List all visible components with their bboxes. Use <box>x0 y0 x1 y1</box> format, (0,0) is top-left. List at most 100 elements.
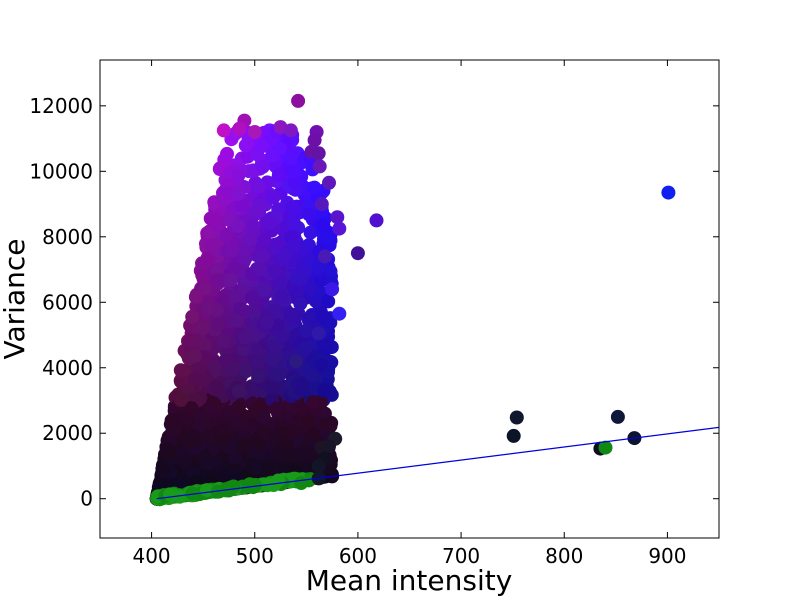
data-point <box>610 409 625 424</box>
data-point <box>330 210 345 225</box>
data-point <box>203 401 218 416</box>
data-points-layer <box>149 93 676 507</box>
data-point <box>306 426 321 441</box>
x-tick-label: 500 <box>236 544 274 568</box>
y-tick-label: 4000 <box>42 356 93 380</box>
data-point <box>265 148 280 163</box>
data-point <box>236 243 251 257</box>
data-point <box>209 380 224 395</box>
data-point <box>187 349 202 364</box>
data-point <box>332 221 347 236</box>
data-point <box>273 447 288 462</box>
data-point <box>661 185 676 200</box>
data-point <box>301 207 316 222</box>
data-point <box>311 146 326 161</box>
data-point <box>238 138 253 153</box>
data-point <box>282 151 297 166</box>
data-point <box>274 289 289 304</box>
data-point <box>283 307 298 322</box>
data-point <box>325 282 340 297</box>
data-point <box>249 343 264 358</box>
data-point <box>242 232 257 247</box>
data-point <box>208 360 223 375</box>
data-point <box>216 424 231 438</box>
data-point <box>303 280 318 295</box>
y-tick-label: 10000 <box>29 159 93 183</box>
data-point <box>247 205 262 220</box>
data-point <box>226 362 241 377</box>
data-point <box>231 400 246 415</box>
data-point <box>244 290 259 305</box>
data-point <box>290 282 305 297</box>
data-point <box>247 125 262 139</box>
data-point <box>261 462 276 477</box>
data-point <box>506 428 521 443</box>
data-point <box>210 317 225 332</box>
data-point <box>230 313 245 328</box>
data-point <box>163 487 178 502</box>
data-point <box>195 320 210 335</box>
data-point <box>231 187 246 202</box>
data-point <box>287 165 302 180</box>
data-point <box>273 275 288 289</box>
data-point <box>210 484 225 499</box>
data-point <box>207 213 222 228</box>
data-point <box>264 380 279 395</box>
data-point <box>251 354 265 369</box>
y-tick-label: 2000 <box>42 421 93 445</box>
data-point <box>230 219 245 233</box>
data-point <box>319 416 334 431</box>
data-point <box>305 395 320 410</box>
data-point <box>247 478 262 492</box>
data-point <box>293 296 308 311</box>
data-point <box>332 306 347 321</box>
data-point <box>201 456 216 471</box>
data-point <box>299 323 313 338</box>
data-point <box>316 219 331 233</box>
x-axis-label: Mean intensity <box>306 564 513 597</box>
data-point <box>284 424 299 439</box>
x-tick-label: 600 <box>339 544 377 568</box>
data-point <box>155 462 170 477</box>
data-point <box>227 260 242 275</box>
data-point <box>304 368 319 383</box>
data-point <box>255 159 270 174</box>
data-point <box>187 434 201 449</box>
x-tick-label: 800 <box>545 544 583 568</box>
data-point <box>255 248 270 263</box>
data-point <box>317 249 332 264</box>
data-point <box>269 401 284 416</box>
data-point <box>219 227 234 242</box>
data-point <box>263 216 278 231</box>
data-point <box>275 328 290 343</box>
data-point <box>192 361 207 376</box>
y-axis-ticks: 0 2000 4000 6000 8000 10000 12000 <box>29 94 719 511</box>
data-point <box>197 373 212 387</box>
data-point <box>185 309 200 324</box>
data-point <box>231 169 246 183</box>
data-point <box>257 282 272 297</box>
data-point <box>297 378 312 393</box>
data-point <box>294 476 309 490</box>
data-point <box>320 230 334 245</box>
data-point <box>226 479 241 494</box>
data-point <box>311 261 326 276</box>
data-point <box>270 237 285 252</box>
data-point <box>266 190 281 205</box>
data-point <box>322 439 336 454</box>
data-point <box>223 273 238 287</box>
fit-line-layer <box>156 426 719 500</box>
data-point <box>291 93 306 108</box>
data-point <box>200 301 215 316</box>
data-point <box>177 455 192 470</box>
data-point <box>350 246 365 261</box>
data-point <box>283 123 298 138</box>
data-point <box>315 309 330 324</box>
data-point <box>598 440 613 455</box>
data-point <box>220 146 234 161</box>
data-point <box>207 441 222 456</box>
data-point <box>307 180 322 195</box>
y-tick-label: 12000 <box>29 94 93 118</box>
